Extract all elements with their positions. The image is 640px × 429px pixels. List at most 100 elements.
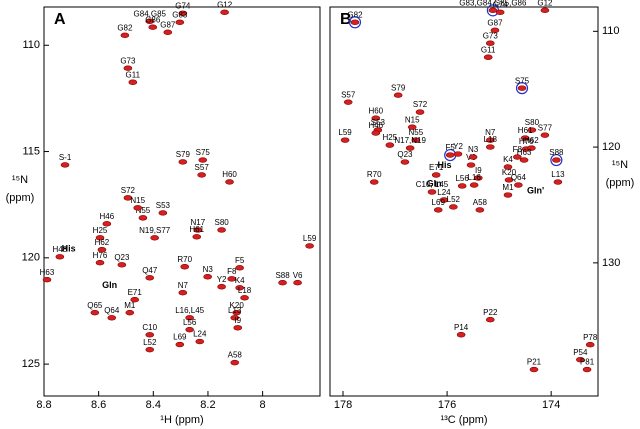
peak	[405, 145, 415, 151]
peak	[503, 192, 513, 198]
peak	[495, 9, 505, 16]
peak	[431, 172, 441, 178]
peak-label: P22	[483, 308, 498, 317]
peak-label: R70	[177, 255, 192, 264]
peak	[449, 204, 458, 210]
peak-label: K20	[502, 168, 517, 177]
peak-label: V6	[293, 271, 303, 280]
peak-label: N7	[485, 128, 496, 137]
annotation: His	[437, 160, 451, 170]
peak-label: N15	[130, 196, 145, 205]
peak	[95, 260, 105, 266]
peak-label: P14	[454, 323, 469, 332]
peak	[369, 179, 379, 185]
peak	[240, 295, 249, 301]
peak	[433, 207, 443, 213]
annotation: Gln'	[527, 185, 544, 195]
peak	[371, 115, 381, 121]
peak-label: S72	[413, 100, 428, 109]
peak-label: S72	[121, 186, 136, 195]
peak	[485, 40, 495, 46]
peak-label: H46	[100, 212, 115, 221]
peak	[445, 152, 455, 158]
peak-label: G87	[487, 18, 503, 27]
peak-label: S-1	[59, 153, 72, 162]
y-axis-label: ¹⁵N	[612, 159, 628, 171]
x-tick-label: 174	[542, 399, 560, 411]
peak	[195, 338, 205, 345]
peak	[520, 135, 530, 141]
peak	[185, 326, 194, 333]
peak	[466, 162, 476, 168]
peak-label: L24	[437, 188, 451, 197]
peak-label: S57	[341, 90, 356, 99]
peak	[198, 157, 208, 163]
peak-label: L52	[143, 338, 157, 347]
peak	[227, 276, 237, 282]
peak-label: S80	[215, 218, 230, 227]
peak	[42, 277, 52, 283]
peak	[120, 32, 130, 38]
peak	[469, 182, 479, 188]
peak	[407, 124, 417, 130]
peak	[514, 182, 523, 188]
peak-label: Q23	[114, 253, 130, 262]
peak	[95, 235, 105, 241]
peak-highlight	[348, 16, 362, 29]
peak	[180, 264, 190, 270]
peak-label: R70	[367, 170, 382, 179]
peak-label: G74	[493, 0, 509, 9]
peak-label: L13	[228, 306, 242, 315]
peak-label: S75	[196, 148, 211, 157]
x-tick-label: 8.2	[200, 399, 215, 411]
peak	[163, 29, 173, 35]
peak	[225, 179, 234, 185]
plot-frame	[43, 6, 321, 397]
peak-label: H63	[517, 148, 532, 157]
peak-label: L16,L45	[175, 306, 204, 315]
peak-label: M1	[502, 183, 514, 192]
peak	[128, 79, 138, 85]
peak-label: H60	[222, 170, 237, 179]
peak-label: G12	[537, 0, 553, 7]
peak-label: L18	[238, 286, 252, 295]
peak-label: L18	[484, 135, 498, 144]
y-tick-label: 110	[602, 25, 620, 37]
peak	[230, 315, 240, 321]
peak-label: H25	[93, 226, 108, 235]
peak-label: N55	[136, 206, 151, 215]
peak-label: G82	[347, 10, 363, 19]
peak-label: L69	[432, 198, 446, 207]
peak	[175, 19, 185, 26]
peak-label: S79	[176, 150, 191, 159]
peak-label: F8	[227, 267, 237, 276]
x-tick-label: 8.4	[146, 399, 161, 411]
peak-label: H61	[518, 126, 533, 135]
peak	[233, 325, 243, 331]
peak-label: P54	[573, 348, 588, 357]
peak-label: P78	[583, 333, 598, 342]
peak-label: G84,G85	[134, 9, 167, 18]
y-axis-label: (ppm)	[6, 192, 35, 204]
peak-label: L59	[303, 234, 317, 243]
peak	[343, 99, 353, 105]
peak	[235, 265, 244, 271]
peak-label: G87	[160, 20, 176, 29]
peak	[278, 280, 287, 286]
peak-label: N55	[409, 128, 424, 137]
peak-label: N17	[191, 218, 206, 227]
peak-label: Q65	[87, 301, 103, 310]
peak-label: H60	[368, 106, 383, 115]
peak-label: G12	[217, 0, 233, 9]
peak	[130, 297, 140, 303]
peak-label: A58	[228, 351, 243, 360]
peak	[582, 366, 592, 373]
peak	[540, 132, 550, 138]
peak-label: S88	[275, 271, 290, 280]
peak-label: E71	[429, 163, 444, 172]
peak-label: H25	[383, 133, 398, 142]
peak	[193, 227, 203, 233]
peak	[133, 205, 143, 211]
y-axis-label: ¹⁵N	[12, 174, 28, 186]
peak	[519, 157, 529, 163]
